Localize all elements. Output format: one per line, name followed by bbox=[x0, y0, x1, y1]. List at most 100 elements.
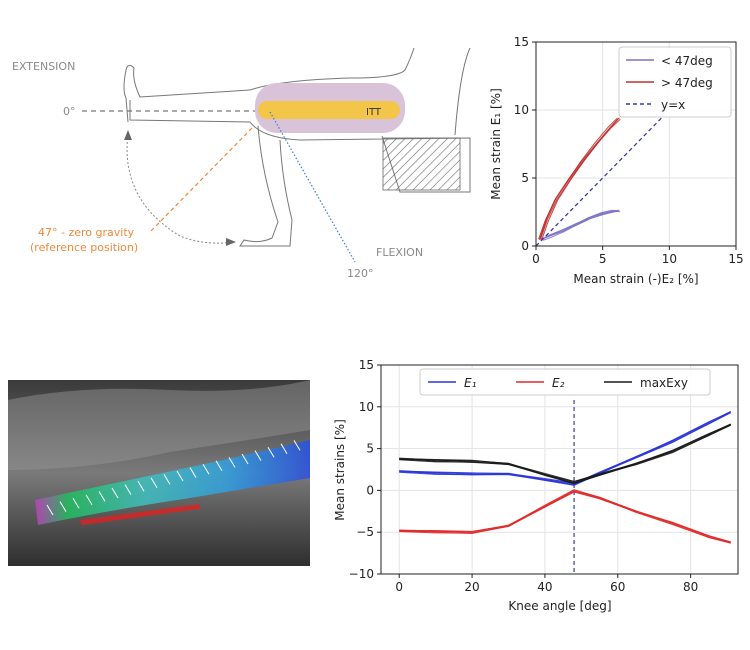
chart2-y-tick-label: −5 bbox=[356, 525, 374, 539]
strain-tick bbox=[254, 450, 262, 461]
strain-tick bbox=[98, 491, 106, 502]
chart2-legend-label-maxexy: maxExy bbox=[640, 376, 688, 390]
itt-label: ITT bbox=[366, 107, 382, 118]
chart2-series-0-trace-2 bbox=[399, 411, 731, 486]
tissue-highlight bbox=[8, 380, 310, 470]
strain-tick bbox=[228, 457, 236, 468]
chart2-grid bbox=[381, 364, 738, 575]
chart2-legend: E₁ E₂ maxExy bbox=[419, 368, 711, 396]
chart1-x-axis-label: Mean strain (-)E₂ [%] bbox=[573, 272, 698, 286]
itt-band bbox=[258, 101, 400, 119]
chart1-series-0-trace-4 bbox=[542, 210, 621, 241]
chart2-x-axis-label: Knee angle [deg] bbox=[508, 599, 611, 613]
strain-tick bbox=[189, 467, 197, 478]
chart2-y-ticks: −10 −5 0 5 10 15 bbox=[349, 358, 381, 581]
chart2-series-2-trace-4 bbox=[399, 423, 731, 482]
chart1-frame bbox=[535, 41, 737, 247]
strain-heatmap-overlay bbox=[35, 440, 310, 525]
chart1-series-2-line bbox=[535, 116, 664, 247]
chart1-y-tick-label: 15 bbox=[514, 35, 529, 49]
strain-tick bbox=[46, 504, 54, 516]
strain-tick bbox=[111, 487, 119, 499]
chart1-x-tick-label: 0 bbox=[532, 252, 540, 266]
chart1-series bbox=[535, 116, 664, 247]
chart-top: 0 5 10 15 0 5 10 15 Mean strain (-)E₂ [%] Mean… bbox=[489, 35, 744, 286]
chart1-legend-label-gt47: > 47deg bbox=[661, 76, 713, 90]
strain-tick bbox=[72, 497, 80, 509]
seat-outline bbox=[454, 47, 471, 136]
reference-label-line2: (reference position) bbox=[30, 241, 138, 254]
strain-direction-ticks bbox=[46, 440, 301, 516]
strain-tick bbox=[202, 463, 210, 475]
strain-tick bbox=[293, 440, 301, 451]
strain-heatmap-edge bbox=[80, 504, 200, 525]
chart2-series-1-trace-1 bbox=[399, 490, 731, 543]
chart1-legend-box bbox=[618, 46, 732, 118]
chart1-x-tick-label: 15 bbox=[728, 252, 743, 266]
flexed-leg bbox=[239, 125, 293, 247]
chart1-y-ticks: 0 5 10 15 bbox=[514, 35, 536, 253]
flexion-label: FLEXION bbox=[376, 246, 423, 259]
chart1-y-tick-label: 0 bbox=[521, 239, 529, 253]
chart2-x-tick-label: 60 bbox=[610, 580, 625, 594]
strain-tick bbox=[163, 474, 171, 485]
chart1-series-0-trace-3 bbox=[541, 209, 620, 240]
chart2-x-tick-label: 0 bbox=[395, 580, 403, 594]
chart2-series-2-trace-2 bbox=[399, 423, 731, 485]
chart2-y-tick-label: 5 bbox=[366, 442, 374, 456]
arc-arrow-up-icon bbox=[124, 130, 132, 140]
knee-illustration: EXTENSION 0° ITT 47° - zero gravity bbox=[12, 47, 471, 280]
chart2-legend-label-e1: E₁ bbox=[464, 376, 477, 390]
chart2-y-tick-label: −10 bbox=[349, 567, 374, 581]
leg-outline bbox=[129, 100, 471, 193]
chair-hatch bbox=[382, 137, 461, 191]
strain-tick bbox=[280, 443, 288, 455]
chart2-x-tick-label: 20 bbox=[464, 580, 479, 594]
strain-tick bbox=[241, 453, 249, 465]
chart2-frame bbox=[380, 364, 739, 575]
strain-tick bbox=[85, 494, 93, 506]
chart2-legend-box bbox=[419, 368, 711, 396]
chart2-x-tick-label: 40 bbox=[537, 580, 552, 594]
chart2-series bbox=[399, 400, 731, 574]
strain-tick bbox=[215, 460, 223, 472]
reference-line bbox=[149, 127, 253, 233]
chart1-series-1-trace-0 bbox=[538, 117, 618, 240]
chart1-y-axis-label: Mean strain E₁ [%] bbox=[489, 88, 503, 199]
chart1-legend: < 47deg > 47deg y=x bbox=[618, 46, 732, 118]
chart2-x-tick-label: 80 bbox=[683, 580, 698, 594]
chart1-legend-label-yx: y=x bbox=[661, 98, 685, 112]
chart-bottom: 0 20 40 60 80 −10 −5 0 5 10 15 Knee angle [deg] M… bbox=[333, 358, 739, 613]
motion-arc bbox=[126, 133, 235, 244]
extension-label: EXTENSION bbox=[12, 60, 75, 73]
chart2-y-tick-label: 15 bbox=[359, 358, 374, 372]
reference-label-line1: 47° - zero gravity bbox=[38, 226, 135, 239]
strain-tick bbox=[267, 446, 275, 458]
chart2-y-tick-label: 0 bbox=[366, 483, 374, 497]
extended-foot bbox=[123, 64, 251, 123]
chart1-y-tick-label: 10 bbox=[514, 103, 529, 117]
chart1-series-1-trace-2 bbox=[539, 117, 620, 240]
chart2-series-1-trace-0 bbox=[399, 489, 731, 544]
arc-arrow-right-icon bbox=[226, 238, 236, 246]
chart2-y-tick-label: 10 bbox=[359, 400, 374, 414]
chart2-series-1-trace-2 bbox=[399, 491, 731, 543]
chart2-x-ticks: 0 20 40 60 80 bbox=[395, 574, 698, 594]
strain-tick bbox=[150, 477, 158, 489]
chart2-series-2-trace-3 bbox=[399, 424, 731, 484]
chart2-y-axis-label: Mean strains [%] bbox=[333, 419, 347, 521]
chart1-x-tick-label: 5 bbox=[599, 252, 607, 266]
chart2-series-1-trace-4 bbox=[399, 489, 731, 543]
chart2-legend-label-e2: E₂ bbox=[552, 376, 565, 390]
chart1-series-1-trace-1 bbox=[538, 118, 619, 241]
chart1-series-1-trace-4 bbox=[541, 118, 621, 241]
strain-tick bbox=[59, 501, 67, 512]
chart1-x-tick-label: 10 bbox=[662, 252, 677, 266]
chart2-series-1-trace-3 bbox=[399, 490, 731, 544]
chart1-x-ticks: 0 5 10 15 bbox=[532, 246, 744, 266]
chart2-series-0-trace-3 bbox=[399, 412, 731, 485]
chart1-y-tick-label: 5 bbox=[521, 171, 529, 185]
angle-0-label: 0° bbox=[63, 105, 76, 118]
angle-120-label: 120° bbox=[347, 267, 374, 280]
